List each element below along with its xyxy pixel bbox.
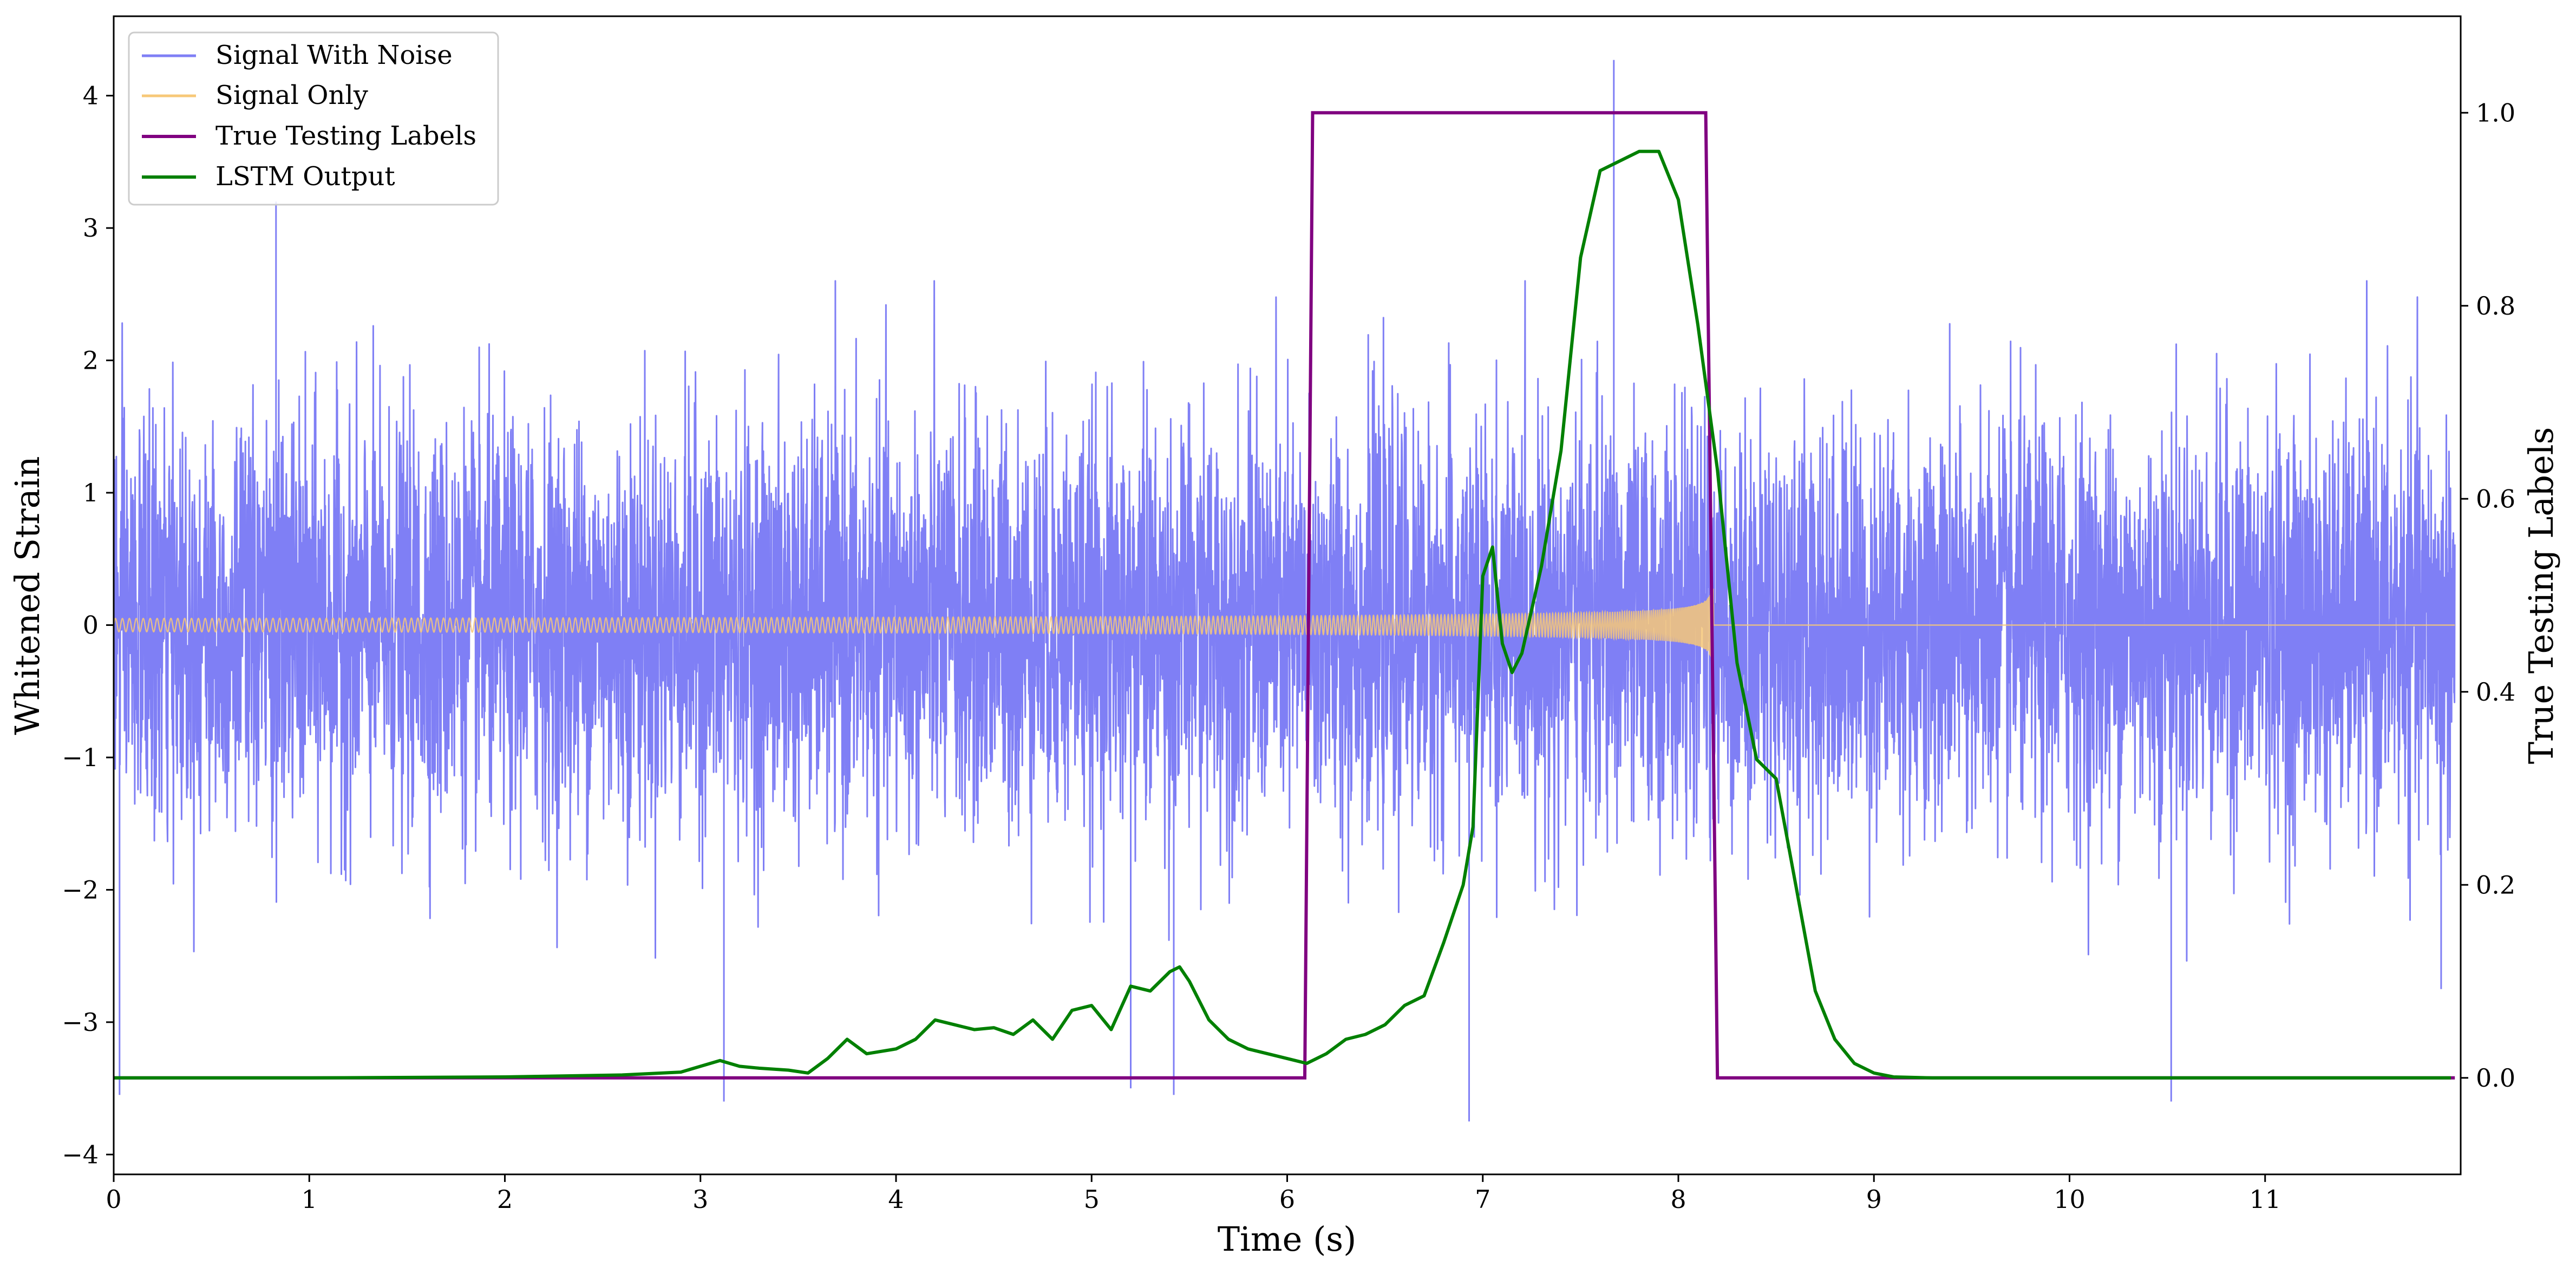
y-axis-title: Whitened Strain (8, 456, 47, 735)
y-tick-label: 3 (83, 213, 99, 243)
legend-box (128, 31, 499, 206)
legend-label-signal-with-noise: Signal With Noise (215, 40, 453, 70)
right-y-tick-label: 0.8 (2476, 291, 2515, 321)
x-tick-label: 11 (2249, 1185, 2281, 1214)
right-y-tick-label: 0.6 (2476, 484, 2515, 513)
y-tick-label: −4 (62, 1140, 99, 1169)
y-tick-label: −3 (62, 1008, 99, 1037)
x-tick-label: 7 (1475, 1185, 1490, 1214)
x-tick-label: 6 (1279, 1185, 1295, 1214)
y-tick-label: −1 (62, 743, 99, 772)
x-tick-label: 0 (106, 1185, 121, 1214)
x-tick-label: 9 (1866, 1185, 1882, 1214)
right-y-tick-label: 0.4 (2476, 677, 2515, 707)
series-true-testing-labels (114, 111, 2455, 1080)
axis-ticks: 0 1 2 3 4 5 6 7 8 9 10 11 −4 −3 −2 −1 0 1 2 3 4 0.0 0.2 0.4 0.6 0… (62, 81, 2515, 1214)
legend: Signal With Noise Signal Only True Testi… (128, 31, 499, 206)
right-y-axis-title: True Testing Labels (2521, 427, 2561, 765)
x-tick-label: 1 (302, 1185, 317, 1214)
y-tick-label: 0 (83, 611, 99, 640)
x-tick-label: 5 (1084, 1185, 1100, 1214)
x-tick-label: 3 (692, 1185, 708, 1214)
right-y-tick-label: 0.0 (2476, 1063, 2515, 1093)
x-tick-label: 8 (1670, 1185, 1686, 1214)
y-tick-label: −2 (62, 875, 99, 904)
series-lstm-output (114, 149, 2451, 1080)
plot-area (114, 60, 2456, 1122)
y-tick-label: 2 (83, 346, 99, 375)
y-tick-label: 1 (83, 478, 99, 507)
legend-label-signal-only: Signal Only (215, 80, 368, 110)
y-tick-label: 4 (83, 81, 99, 110)
series-signal-with-noise (114, 60, 2456, 1122)
x-tick-label: 2 (497, 1185, 513, 1214)
right-y-tick-label: 0.2 (2476, 870, 2515, 899)
right-y-tick-label: 1.0 (2476, 98, 2515, 127)
x-tick-label: 4 (888, 1185, 904, 1214)
series-signal-only (114, 589, 2455, 670)
x-axis-title: Time (s) (1218, 1219, 1357, 1259)
legend-label-true-testing-labels: True Testing Labels (215, 121, 476, 151)
legend-label-lstm-output: LSTM Output (215, 161, 395, 192)
x-tick-label: 10 (2054, 1185, 2085, 1214)
